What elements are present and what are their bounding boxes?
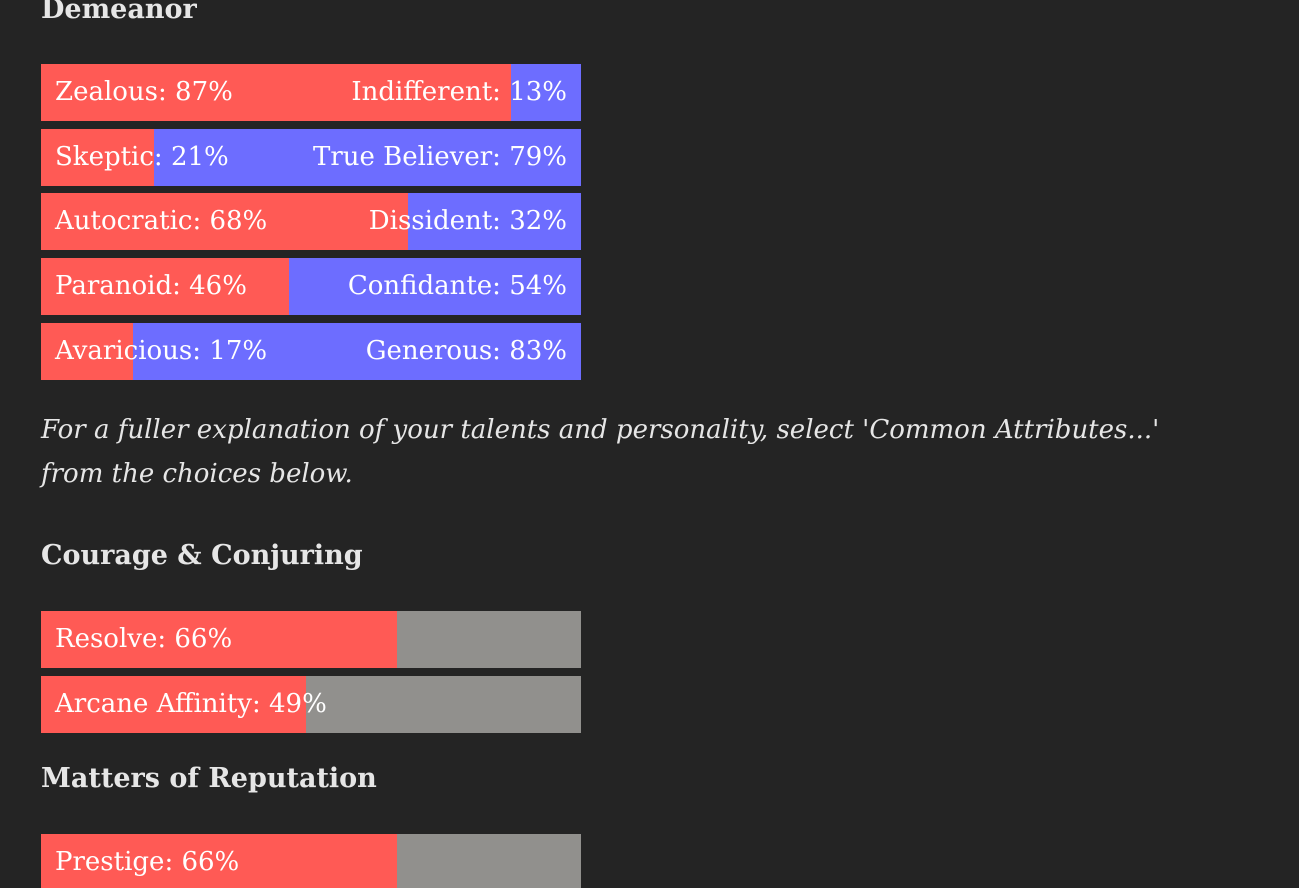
stat-bar-prestige: Prestige: 66% [41,834,581,888]
trait-bar-fill [41,129,155,186]
trait-bar-avaricious-generous: Avaricious: 17% Generous: 83% [41,323,581,380]
trait-bar-skeptic-true-believer: Skeptic: 21% True Believer: 79% [41,129,581,186]
trait-right-label: Generous: 83% [365,336,567,366]
trait-bar-autocratic-dissident: Autocratic: 68% Dissident: 32% [41,193,581,250]
trait-bar-fill [41,323,133,380]
stat-label: Arcane Affinity: 49% [55,689,327,719]
stat-bar-arcane-affinity: Arcane Affinity: 49% [41,676,581,733]
trait-bar-zealous-indifferent: Zealous: 87% Indifferent: 13% [41,64,581,121]
trait-right-label: Indifferent: 13% [351,77,567,107]
trait-right-label: Dissident: 32% [368,206,567,236]
stat-label: Prestige: 66% [55,847,240,877]
stat-bar-fill [41,834,398,888]
attributes-note: For a fuller explanation of your talents… [41,415,1160,489]
trait-left-label: Avaricious: 17% [55,336,268,366]
section-title-demeanor: Demeanor [41,0,197,25]
stat-bar-fill [41,676,306,733]
section-title-matters-of-reputation: Matters of Reputation [41,763,377,794]
trait-left-label: Autocratic: 68% [55,206,268,236]
trait-left-label: Skeptic: 21% [55,142,229,172]
trait-left-label: Paranoid: 46% [55,271,247,301]
section-title-courage-conjuring: Courage & Conjuring [41,540,363,571]
stat-bar-fill [41,611,398,668]
trait-left-label: Zealous: 87% [55,77,233,107]
trait-bar-fill [41,258,290,315]
trait-bar-paranoid-confidante: Paranoid: 46% Confidante: 54% [41,258,581,315]
stat-bar-resolve: Resolve: 66% [41,611,581,668]
trait-bar-fill [41,193,409,250]
trait-right-label: True Believer: 79% [313,142,567,172]
stat-label: Resolve: 66% [55,624,233,654]
trait-right-label: Confidante: 54% [347,271,567,301]
trait-bar-fill [41,64,511,121]
